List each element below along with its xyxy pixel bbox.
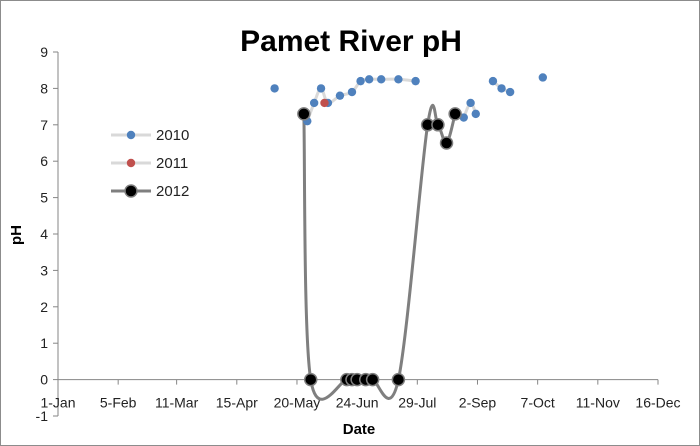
y-tick-label: 1 — [40, 335, 48, 351]
y-tick-label: 0 — [40, 372, 48, 388]
y-axis-title: pH — [8, 225, 25, 245]
y-tick-label: 9 — [40, 44, 48, 60]
series-2010-point — [270, 84, 279, 93]
series-2012-point — [391, 372, 406, 387]
legend-marker-2011 — [126, 158, 136, 168]
series-lines — [302, 77, 511, 401]
x-tick-label: 24-Jun — [336, 395, 379, 411]
series-2012-point — [439, 136, 454, 150]
x-tick-label: 1-Jan — [40, 395, 75, 411]
x-tick-label: 11-Mar — [155, 395, 199, 411]
y-tick-label: 5 — [40, 190, 48, 206]
series-2011-point — [320, 98, 329, 108]
x-tick-label: 5-Feb — [100, 395, 137, 411]
x-tick-label: 29-Jul — [398, 395, 436, 411]
series-2012-point — [431, 118, 445, 132]
y-tick-label: 2 — [40, 299, 48, 315]
series-2010-point — [466, 98, 475, 108]
series-2010-point — [347, 87, 357, 97]
y-tick-label: 4 — [40, 226, 48, 242]
axes: -1 0 1 2 3 4 5 6 7 8 9 1-Jan 5-Feb 11-Mar 15-Apr 20-May… — [36, 44, 681, 424]
legend-label-2010: 2010 — [156, 127, 189, 144]
series-2010-point — [505, 87, 515, 97]
series-markers — [270, 73, 548, 387]
y-tick-label: 7 — [40, 117, 48, 133]
series-2010-point — [488, 76, 498, 86]
series-2012-point — [297, 107, 311, 121]
legend-label-2012: 2012 — [156, 183, 189, 200]
series-2012-line — [302, 103, 457, 401]
series-2012-point — [448, 107, 462, 121]
series-2010-point — [538, 73, 548, 82]
x-axis-title: Date — [343, 421, 376, 438]
x-tick-label: 20-May — [274, 395, 321, 411]
series-2010-point — [335, 91, 345, 100]
x-tick-label: 15-Apr — [216, 395, 258, 411]
series-2010-point — [394, 75, 403, 84]
x-tick-label: 7-Oct — [521, 395, 555, 411]
y-tick-label: 8 — [40, 80, 48, 96]
legend: 2010 2011 2012 — [111, 127, 189, 200]
series-2012-point — [303, 372, 318, 387]
series-2010-point — [411, 76, 420, 86]
x-tick-label: 16-Dec — [635, 395, 680, 411]
series-2010-point — [497, 84, 506, 93]
series-2010-point — [356, 76, 365, 86]
series-2010-point — [316, 84, 326, 93]
y-tick-label: -1 — [36, 408, 49, 424]
x-tick-label: 11-Nov — [576, 395, 620, 411]
series-2010-point — [377, 75, 386, 84]
y-tick-label: 3 — [40, 262, 48, 278]
y-tick-label: 6 — [40, 153, 48, 169]
chart-title: Pamet River pH — [240, 25, 462, 58]
legend-marker-2010 — [126, 130, 136, 140]
legend-marker-2012 — [124, 184, 138, 198]
legend-label-2011: 2011 — [156, 155, 188, 172]
x-tick-label: 2-Sep — [459, 395, 497, 411]
series-2010-point — [471, 109, 480, 119]
series-2010-point — [364, 75, 374, 84]
series-2010-point — [309, 98, 319, 108]
series-2012-point — [365, 372, 380, 387]
